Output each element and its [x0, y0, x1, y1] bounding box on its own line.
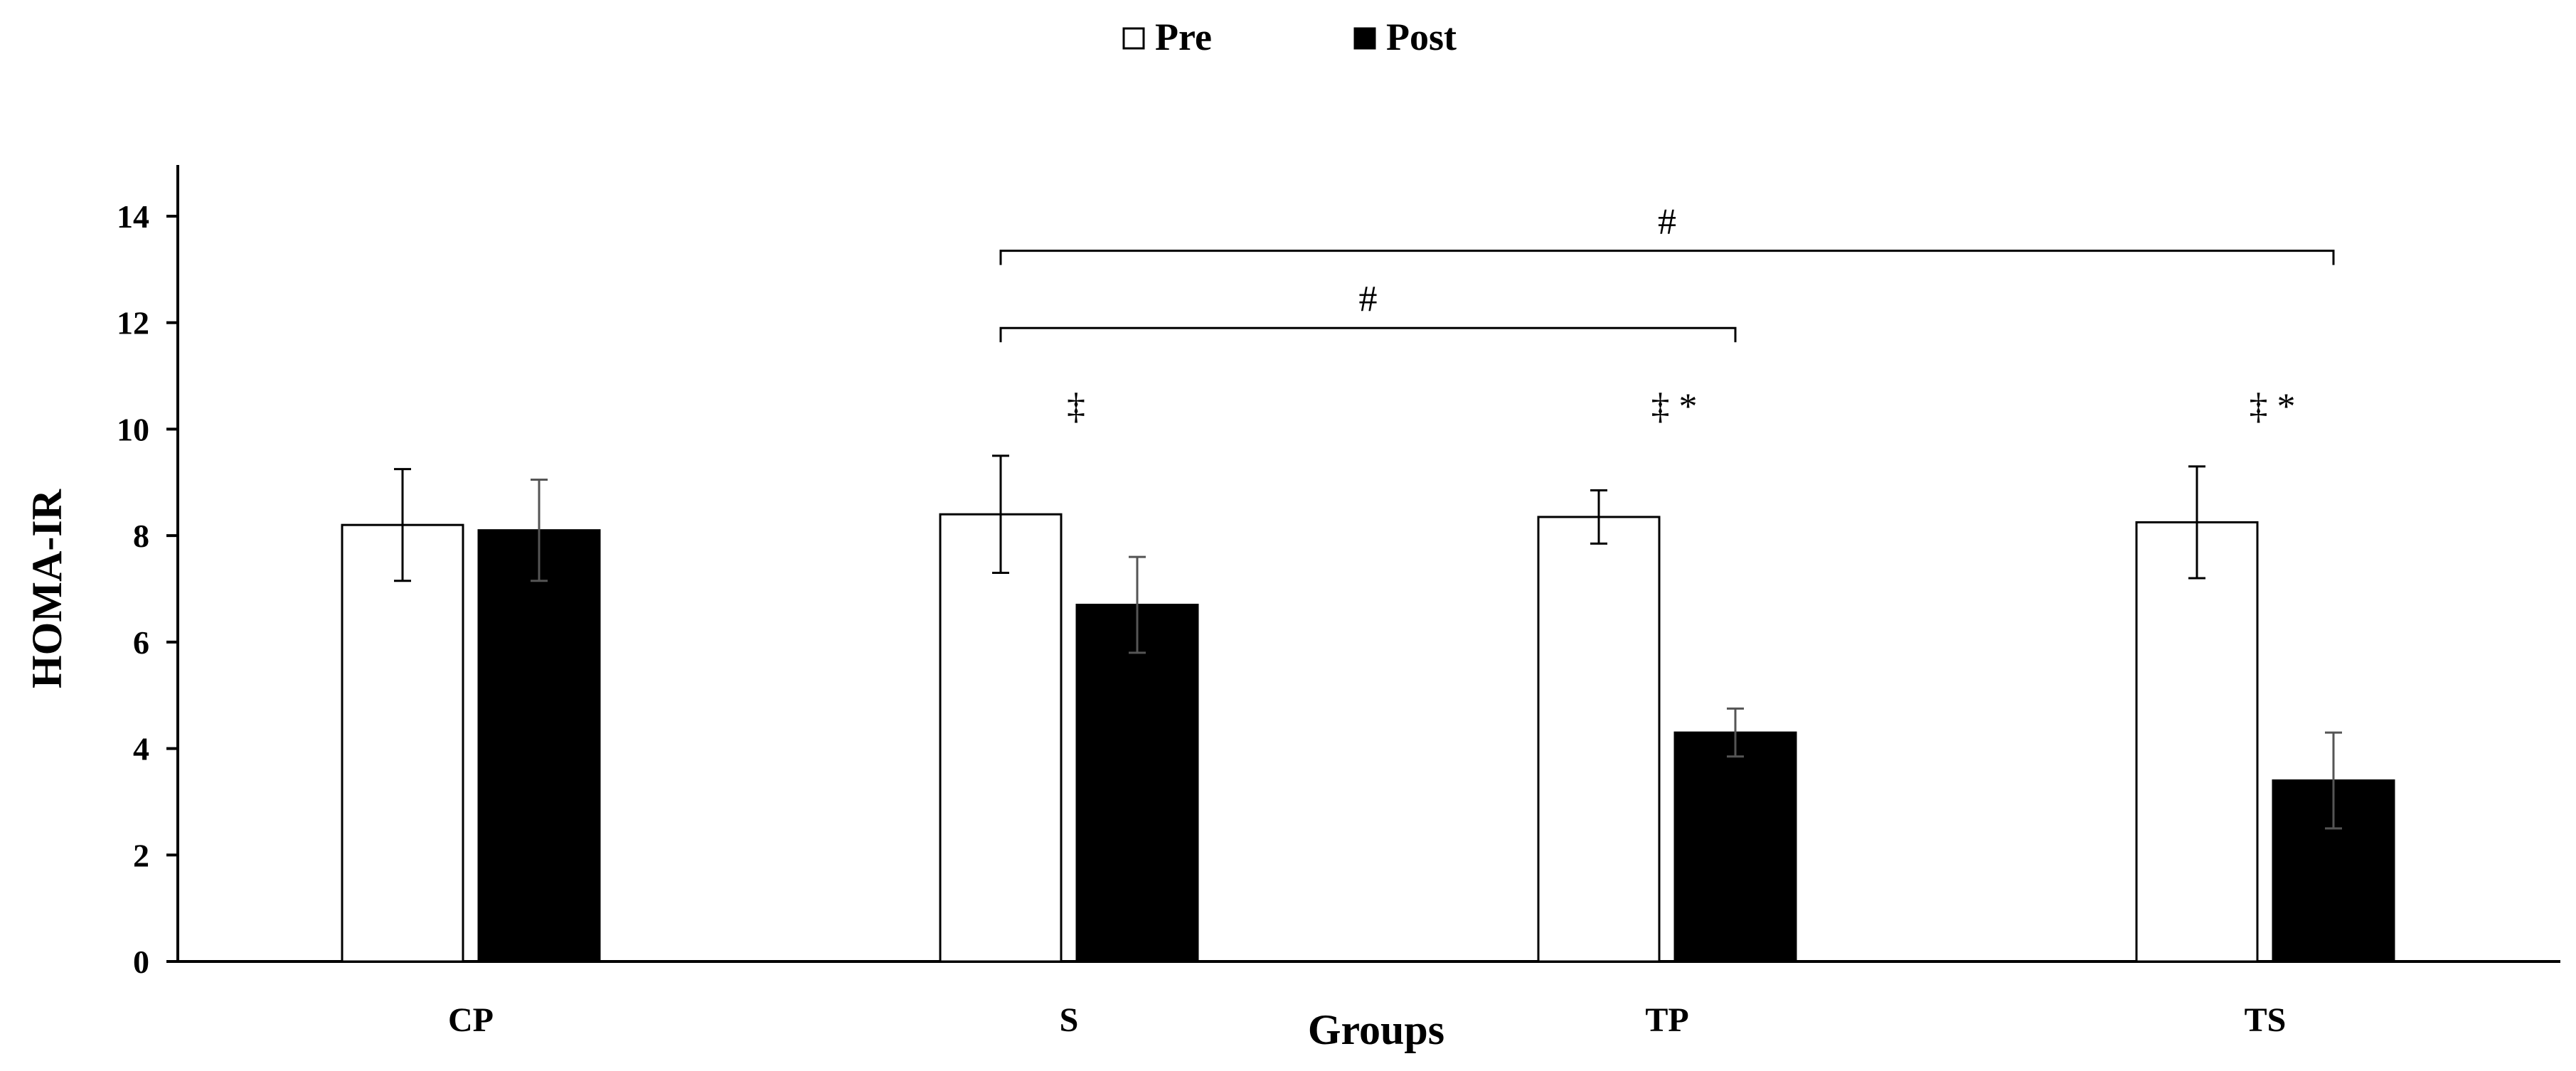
bar-pre-tp	[1537, 516, 1661, 963]
y-tick-label: 6	[133, 624, 149, 661]
x-tick-label: TP	[1645, 1001, 1688, 1039]
bar-pre-cp	[341, 523, 464, 963]
x-tick-label: S	[1060, 1001, 1079, 1039]
y-tick-label: 12	[117, 305, 149, 341]
y-tick-label: 14	[117, 198, 149, 235]
y-tick-label: 4	[133, 731, 149, 767]
y-tick-label: 2	[133, 837, 149, 873]
y-tick-label: 8	[133, 518, 149, 554]
significance-marker: ‡	[1067, 386, 1085, 427]
bar-post-tp	[1673, 731, 1797, 963]
bracket	[999, 326, 1737, 343]
bracket-label: #	[1359, 279, 1378, 319]
significance-brackets: ##	[999, 202, 2335, 343]
legend-label-post: Post	[1386, 16, 1457, 58]
bracket-label: #	[1658, 202, 1676, 243]
bracket	[999, 250, 2335, 265]
x-tick-label: CP	[448, 1001, 494, 1039]
y-tick-label: 0	[133, 944, 149, 980]
y-axis-title: HOMA-IR	[23, 489, 70, 688]
significance-marker: ‡ *	[2250, 386, 2296, 427]
legend: Pre Post	[1122, 16, 1457, 58]
y-tick-label: 10	[117, 411, 149, 447]
bar-post-s	[1075, 603, 1199, 963]
bar-post-cp	[477, 529, 601, 963]
significance-marker: ‡ *	[1651, 386, 1698, 427]
x-tick-label: TS	[2245, 1001, 2287, 1039]
legend-label-pre: Pre	[1155, 16, 1212, 58]
bars	[341, 513, 2395, 963]
bar-pre-ts	[2135, 521, 2259, 963]
bar-pre-s	[939, 513, 1063, 963]
annotations: ‡ ‡ * ‡ *	[1067, 386, 2296, 427]
legend-swatch-pre	[1122, 27, 1145, 50]
error-bars	[394, 454, 2342, 830]
legend-swatch-post	[1353, 27, 1376, 50]
x-axis-title: Groups	[1308, 1006, 1444, 1053]
